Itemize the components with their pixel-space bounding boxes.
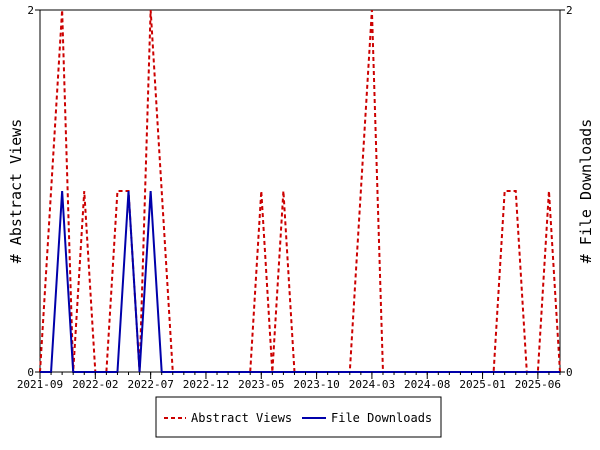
x-tick-label: 2023-05 bbox=[238, 378, 284, 391]
legend-label-abstract-views: Abstract Views bbox=[191, 411, 292, 425]
y-left-tick-label: 2 bbox=[27, 4, 34, 17]
x-tick-label: 2025-01 bbox=[459, 378, 505, 391]
y-axis-title-right: # File Downloads bbox=[577, 119, 595, 264]
x-tick-label: 2021-09 bbox=[17, 378, 63, 391]
x-tick-label: 2022-02 bbox=[72, 378, 118, 391]
axis-layer: 2021-09 2022-02 2022-07 2022-12 2023-05 2023-… bbox=[17, 4, 573, 391]
y-right-tick-label: 0 bbox=[566, 366, 573, 379]
x-tick-label: 2025-06 bbox=[515, 378, 561, 391]
y-left-tick-label: 0 bbox=[27, 366, 34, 379]
y-right-tick-label: 2 bbox=[566, 4, 573, 17]
x-tick-label: 2024-08 bbox=[404, 378, 450, 391]
y-axis-title-left: # Abstract Views bbox=[7, 119, 25, 264]
legend-box bbox=[155, 396, 442, 438]
x-tick-label: 2022-12 bbox=[183, 378, 229, 391]
x-tick-label: 2022-07 bbox=[127, 378, 173, 391]
series-layer bbox=[39, 9, 561, 373]
legend: Abstract Views File Downloads bbox=[155, 396, 442, 438]
legend-label-file-downloads: File Downloads bbox=[331, 411, 432, 425]
series-line-file-downloads bbox=[40, 190, 560, 373]
plot-area bbox=[39, 9, 561, 373]
x-tick-label: 2024-03 bbox=[349, 378, 395, 391]
x-tick-label: 2023-10 bbox=[293, 378, 339, 391]
